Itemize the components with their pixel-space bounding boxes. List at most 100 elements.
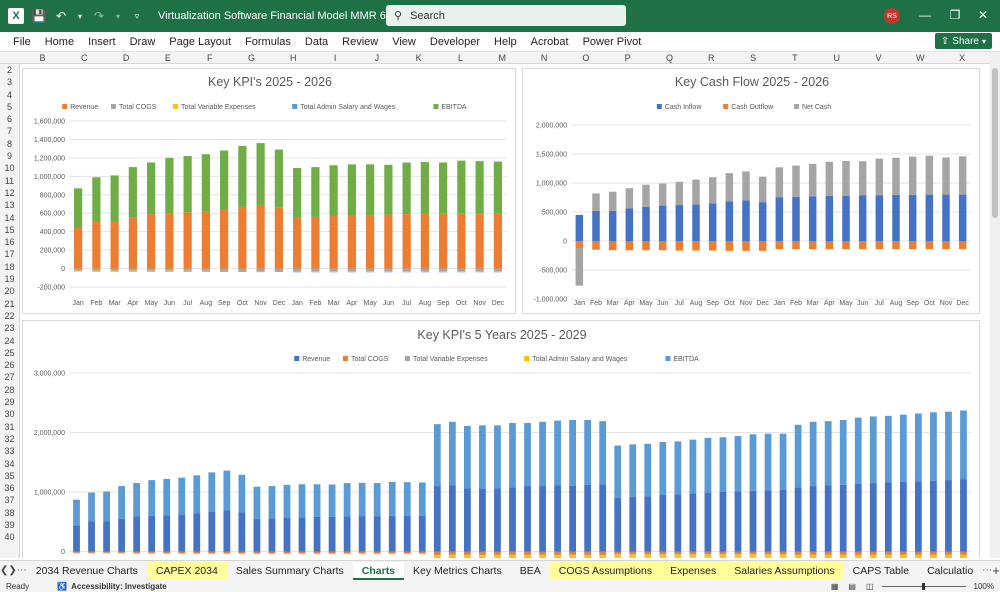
row-header-5[interactable]: 5 <box>6 101 12 112</box>
column-header-p[interactable]: P <box>624 53 631 63</box>
menu-file[interactable]: File <box>13 35 31 48</box>
column-header-h[interactable]: H <box>290 53 297 63</box>
column-header-l[interactable]: L <box>457 53 463 63</box>
sheet-tab-capex-2034[interactable]: CAPEX 2034 <box>146 561 227 580</box>
row-header-4[interactable]: 4 <box>6 89 12 100</box>
column-header-o[interactable]: O <box>582 53 590 63</box>
menu-developer[interactable]: Developer <box>429 35 481 48</box>
column-header-q[interactable]: Q <box>665 53 673 63</box>
column-header-m[interactable]: M <box>498 53 507 63</box>
row-header-13[interactable]: 13 <box>4 200 15 211</box>
save-icon[interactable]: 💾 <box>31 9 47 23</box>
zoom-slider-thumb[interactable] <box>921 582 925 590</box>
row-header-39[interactable]: 39 <box>4 519 15 530</box>
row-header-7[interactable]: 7 <box>6 126 12 137</box>
row-header-38[interactable]: 38 <box>4 507 15 518</box>
menu-help[interactable]: Help <box>494 35 517 48</box>
menu-power-pivot[interactable]: Power Pivot <box>582 35 642 48</box>
column-header-d[interactable]: D <box>122 53 130 63</box>
row-header-24[interactable]: 24 <box>4 335 15 346</box>
row-header-15[interactable]: 15 <box>4 224 15 235</box>
row-header-18[interactable]: 18 <box>4 261 15 272</box>
row-header-10[interactable]: 10 <box>4 163 15 174</box>
column-header-t[interactable]: T <box>792 53 798 63</box>
chart-kpi-2025-2026[interactable]: Key KPI's 2025 - 2026 Revenue Total COGS To… <box>22 68 516 314</box>
undo-dropdown-icon[interactable]: ▾ <box>77 11 82 21</box>
row-header-12[interactable]: 12 <box>4 187 15 198</box>
row-header-2[interactable]: 2 <box>6 65 12 75</box>
column-header-k[interactable]: K <box>415 53 422 63</box>
column-header-x[interactable]: X <box>959 53 966 63</box>
menu-home[interactable]: Home <box>44 35 75 48</box>
row-header-40[interactable]: 40 <box>4 532 15 543</box>
sheet-tab-caps-table[interactable]: CAPS Table <box>852 564 910 577</box>
row-header-27[interactable]: 27 <box>4 372 15 383</box>
column-header-u[interactable]: U <box>833 53 840 63</box>
more-sheets-icon[interactable]: ⋯ <box>16 565 27 576</box>
avatar[interactable]: RS <box>884 8 900 24</box>
row-header-11[interactable]: 11 <box>4 175 15 186</box>
sheet-tab-calculatio[interactable]: Calculatio <box>927 564 974 577</box>
close-icon[interactable]: ✕ <box>977 8 989 22</box>
menu-formulas[interactable]: Formulas <box>245 35 291 48</box>
row-header-31[interactable]: 31 <box>4 421 15 432</box>
column-header-e[interactable]: E <box>164 53 171 63</box>
column-header-w[interactable]: W <box>916 53 925 63</box>
column-header-j[interactable]: J <box>374 53 380 63</box>
row-header-9[interactable]: 9 <box>6 151 12 162</box>
row-header-32[interactable]: 32 <box>4 433 15 444</box>
minimize-icon[interactable]: — <box>919 8 931 22</box>
row-header-28[interactable]: 28 <box>4 384 15 395</box>
sheet-tab-cogs-assumptions[interactable]: COGS Assumptions <box>549 561 662 580</box>
next-sheet-icon[interactable]: ❯ <box>8 565 17 576</box>
column-header-f[interactable]: F <box>206 53 213 63</box>
scrollbar-thumb[interactable] <box>992 68 998 218</box>
row-header-6[interactable]: 6 <box>6 114 12 125</box>
menu-review[interactable]: Review <box>342 35 379 48</box>
sheet-tab-charts[interactable]: Charts <box>352 561 405 580</box>
row-header-30[interactable]: 30 <box>4 409 15 420</box>
sheet-tab-bea[interactable]: BEA <box>519 564 541 577</box>
chart-cash-flow-2025-2026[interactable]: Key Cash Flow 2025 - 2026 Cash Inflow Cash… <box>522 68 980 314</box>
menu-acrobat[interactable]: Acrobat <box>530 35 569 48</box>
chart-kpi-5-years[interactable]: Key KPI's 5 Years 2025 - 2029 Revenue Tota… <box>22 320 980 558</box>
customize-toolbar-icon[interactable]: ▿ <box>134 10 140 21</box>
sheet-tab-expenses[interactable]: Expenses <box>661 561 726 580</box>
restore-icon[interactable]: ❐ <box>949 8 961 22</box>
row-header-14[interactable]: 14 <box>4 212 15 223</box>
menu-data[interactable]: Data <box>304 35 329 48</box>
zoom-slider[interactable] <box>881 582 966 590</box>
vertical-scrollbar[interactable] <box>990 52 1000 558</box>
row-header-26[interactable]: 26 <box>4 360 15 371</box>
column-header-r[interactable]: R <box>708 53 715 63</box>
prev-sheet-icon[interactable]: ❮ <box>0 565 9 576</box>
row-header-20[interactable]: 20 <box>4 286 15 297</box>
row-header-35[interactable]: 35 <box>4 470 15 481</box>
page-break-icon[interactable]: ◫ <box>865 581 874 591</box>
sheet-tab-salaries-assumptions[interactable]: Salaries Assumptions <box>725 561 844 580</box>
undo-icon[interactable]: ↶ <box>55 9 67 23</box>
row-header-23[interactable]: 23 <box>4 323 15 334</box>
row-header-3[interactable]: 3 <box>6 77 12 88</box>
column-header-b[interactable]: B <box>39 53 46 63</box>
row-header-16[interactable]: 16 <box>4 237 15 248</box>
more-tabs-icon[interactable]: ⋯ <box>982 565 993 576</box>
accessibility-status[interactable]: Accessibility: Investigate <box>71 581 167 591</box>
add-sheet-icon[interactable]: + <box>992 563 1000 578</box>
row-header-37[interactable]: 37 <box>4 495 15 506</box>
worksheet[interactable]: Key KPI's 2025 - 2026 Revenue Total COGS To… <box>20 64 990 558</box>
menu-page-layout[interactable]: Page Layout <box>169 35 232 48</box>
column-header-g[interactable]: G <box>247 53 255 63</box>
sheet-tab-sales-summary-charts[interactable]: Sales Summary Charts <box>235 564 344 577</box>
row-header-33[interactable]: 33 <box>4 446 15 457</box>
row-header-34[interactable]: 34 <box>4 458 15 469</box>
redo-dropdown-icon[interactable]: ▾ <box>115 11 120 21</box>
menu-draw[interactable]: Draw <box>129 35 156 48</box>
normal-view-icon[interactable]: ▦ <box>830 581 839 591</box>
page-layout-icon[interactable]: ▤ <box>848 581 856 591</box>
zoom-level[interactable]: 100% <box>973 581 994 591</box>
column-header-v[interactable]: V <box>875 53 882 63</box>
row-header-29[interactable]: 29 <box>4 397 15 408</box>
row-header-17[interactable]: 17 <box>4 249 15 260</box>
column-header-n[interactable]: N <box>540 53 548 63</box>
